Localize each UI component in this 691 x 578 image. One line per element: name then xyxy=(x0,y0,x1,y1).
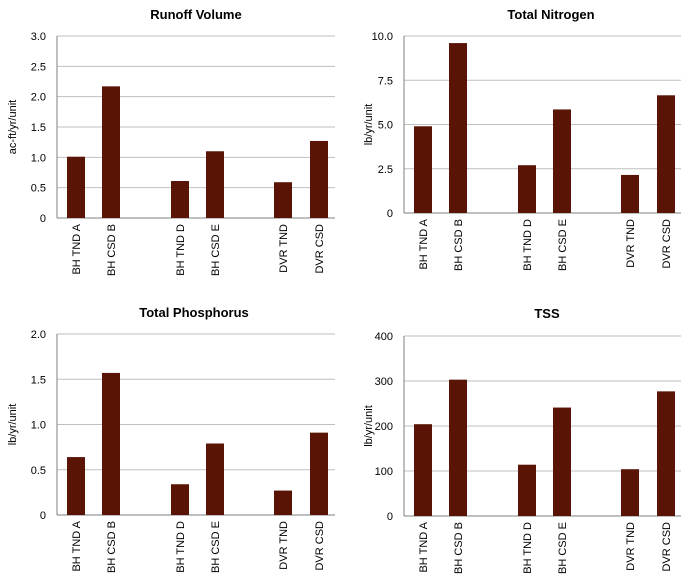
bar-bh-csd-b xyxy=(102,86,120,218)
bar-bh-csd-e xyxy=(553,407,571,516)
y-tick-label: 0 xyxy=(387,208,393,220)
y-tick-label: 10.0 xyxy=(372,31,393,43)
total-nitrogen-chart: Total Nitrogen lb/yr/unit 0 2.5 5.0 7.5 10.0 BH… xyxy=(363,7,681,271)
x-category-label: BH TND D xyxy=(175,521,187,573)
y-axis-label: lb/yr/unit xyxy=(363,104,375,146)
bar-bh-csd-b xyxy=(449,43,467,213)
y-tick-label: 1.5 xyxy=(31,122,46,134)
y-tick-label: 7.5 xyxy=(378,75,393,87)
bar-bh-tnd-a xyxy=(67,156,85,218)
bar-dvr-tnd xyxy=(274,182,292,218)
bar-bh-tnd-d xyxy=(518,464,536,516)
x-category-label: DVR TND xyxy=(625,522,637,571)
x-category-label: BH CSD B xyxy=(453,219,465,271)
x-category-label: DVR CSD xyxy=(661,219,673,269)
x-category-label: BH CSD E xyxy=(557,522,569,574)
x-category-label: BH TND D xyxy=(175,224,187,276)
y-tick-label: 1.5 xyxy=(31,374,46,386)
y-tick-label: 400 xyxy=(375,331,393,343)
bar-dvr-tnd xyxy=(274,490,292,515)
y-tick-label: 2.0 xyxy=(31,329,46,341)
bar-bh-csd-e xyxy=(206,443,224,515)
y-tick-label: 2.0 xyxy=(31,92,46,104)
y-axis-label: lb/yr/unit xyxy=(363,405,375,447)
y-tick-label: 5.0 xyxy=(378,120,393,132)
x-category-label: DVR CSD xyxy=(314,521,326,571)
y-tick-label: 0.5 xyxy=(31,465,46,477)
bar-bh-tnd-d xyxy=(171,484,189,515)
y-tick-label: 0.5 xyxy=(31,183,46,195)
bar-dvr-csd xyxy=(657,391,675,516)
y-tick-label: 300 xyxy=(375,376,393,388)
bar-bh-csd-e xyxy=(553,109,571,213)
x-category-label: DVR TND xyxy=(625,219,637,268)
x-category-label: BH TND A xyxy=(71,223,83,274)
chart-title: Total Phosphorus xyxy=(139,305,249,320)
bar-bh-tnd-a xyxy=(414,424,432,516)
bar-dvr-tnd xyxy=(621,469,639,516)
y-tick-label: 100 xyxy=(375,466,393,478)
x-category-label: BH TND A xyxy=(71,520,83,571)
bar-bh-tnd-d xyxy=(518,165,536,213)
y-tick-label: 2.5 xyxy=(378,164,393,176)
bar-bh-csd-b xyxy=(102,372,120,515)
total-phosphorus-chart: Total Phosphorus lb/yr/unit 0 0.5 1.0 1.5 2.0 B… xyxy=(7,305,335,573)
runoff-volume-chart: Runoff Volume ac-ft/yr/unit 0 0.5 1.0 1.5 2.0 2… xyxy=(7,7,335,276)
y-tick-label: 3.0 xyxy=(31,31,46,43)
bar-dvr-csd xyxy=(310,140,328,218)
tss-chart: TSS lb/yr/unit 0 100 200 300 400 BH TND A BH CSD… xyxy=(363,306,681,574)
bar-bh-tnd-d xyxy=(171,180,189,218)
chart-title: Runoff Volume xyxy=(150,7,241,22)
x-category-label: DVR TND xyxy=(278,521,290,570)
x-category-label: DVR CSD xyxy=(314,224,326,274)
y-tick-label: 0 xyxy=(40,213,46,225)
bar-bh-tnd-a xyxy=(67,457,85,515)
x-category-label: BH TND A xyxy=(418,218,430,269)
y-tick-label: 0 xyxy=(40,510,46,522)
y-tick-label: 2.5 xyxy=(31,61,46,73)
bar-dvr-tnd xyxy=(621,174,639,213)
x-category-label: DVR TND xyxy=(278,224,290,273)
bar-bh-csd-b xyxy=(449,379,467,516)
chart-title: TSS xyxy=(534,306,560,321)
y-tick-label: 0 xyxy=(387,511,393,523)
x-category-label: BH CSD B xyxy=(106,521,118,573)
y-tick-label: 1.0 xyxy=(31,420,46,432)
x-category-label: DVR CSD xyxy=(661,522,673,572)
x-category-label: BH CSD B xyxy=(106,224,118,276)
x-category-label: BH CSD E xyxy=(210,521,222,573)
y-tick-label: 1.0 xyxy=(31,152,46,164)
y-axis-label: lb/yr/unit xyxy=(7,404,19,446)
x-category-label: BH TND D xyxy=(522,219,534,271)
x-category-label: BH TND A xyxy=(418,521,430,572)
bar-bh-csd-e xyxy=(206,151,224,218)
x-category-label: BH CSD E xyxy=(210,224,222,276)
y-axis-label: ac-ft/yr/unit xyxy=(7,100,19,154)
bar-dvr-csd xyxy=(657,95,675,213)
bar-dvr-csd xyxy=(310,432,328,515)
chart-title: Total Nitrogen xyxy=(507,7,594,22)
x-category-label: BH TND D xyxy=(522,522,534,574)
x-category-label: BH CSD E xyxy=(557,219,569,271)
y-tick-label: 200 xyxy=(375,421,393,433)
x-category-label: BH CSD B xyxy=(453,522,465,574)
bar-bh-tnd-a xyxy=(414,126,432,213)
